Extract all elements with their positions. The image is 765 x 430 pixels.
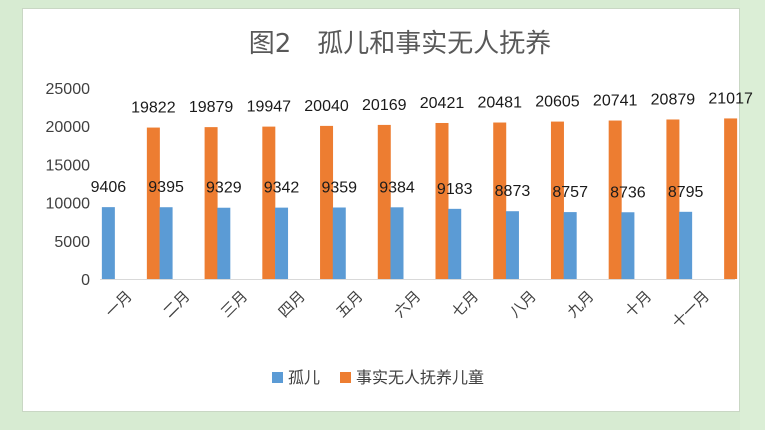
data-label: 9329 — [206, 180, 242, 197]
data-label: 20169 — [362, 97, 407, 114]
bar-orphans — [332, 207, 346, 279]
bar-orphans — [679, 211, 693, 279]
bar-orphans — [217, 207, 231, 279]
data-label: 20605 — [535, 94, 580, 111]
data-label: 19822 — [131, 100, 176, 117]
data-label: 8757 — [552, 184, 588, 201]
legend-swatch — [272, 372, 283, 383]
y-tick-label: 5000 — [54, 234, 90, 251]
bar-orphans — [448, 208, 462, 279]
bar-unattended-children — [493, 122, 507, 279]
bar-unattended-children — [435, 122, 449, 280]
data-label: 9342 — [264, 180, 300, 197]
x-tick-label: 十月 — [621, 287, 655, 321]
bar-orphans — [621, 212, 635, 279]
data-label: 20741 — [593, 93, 638, 110]
data-label: 8873 — [495, 183, 531, 200]
chart-title: 图2 孤儿和事实无人抚养 — [249, 29, 552, 59]
bar-unattended-children — [608, 120, 622, 279]
x-tick-label: 五月 — [333, 287, 367, 321]
y-tick-label: 0 — [81, 272, 90, 289]
bars-group: 9406 19822 9395 19879 9329 19947 9342 20040 9359… — [91, 90, 753, 280]
bar-unattended-children — [377, 124, 391, 279]
bar-orphans — [275, 207, 289, 279]
bar-orphans — [390, 207, 404, 279]
data-label: 19879 — [189, 99, 234, 116]
x-tick-label: 一月 — [102, 287, 136, 321]
x-axis: 一月 二月 三月 四月 五月 六月 七月 八月 九月 十月 十一月 — [102, 287, 713, 332]
y-tick-label: 10000 — [46, 196, 91, 213]
bar-orphans — [505, 211, 519, 279]
bar-unattended-children — [204, 127, 218, 279]
data-label: 19947 — [247, 99, 292, 116]
data-label: 21017 — [708, 90, 753, 107]
x-tick-label: 八月 — [506, 287, 540, 321]
data-label: 20421 — [420, 95, 465, 112]
bar-orphans — [563, 212, 577, 279]
bar-orphans — [101, 207, 115, 279]
data-label: 9384 — [379, 179, 415, 196]
x-tick-label: 十一月 — [668, 287, 713, 332]
x-tick-label: 二月 — [159, 287, 193, 321]
legend-swatch — [340, 372, 351, 383]
data-label: 9359 — [321, 179, 357, 196]
x-tick-label: 七月 — [448, 287, 482, 321]
background-strip — [740, 0, 765, 430]
bar-orphans — [159, 207, 173, 279]
bar-unattended-children — [666, 119, 680, 280]
x-tick-label: 四月 — [275, 287, 309, 321]
x-tick-label: 三月 — [217, 287, 251, 321]
data-label: 9406 — [91, 179, 127, 196]
data-label: 8736 — [610, 184, 646, 201]
bar-unattended-children — [724, 118, 738, 280]
legend-label: 孤儿 — [288, 368, 320, 387]
y-tick-label: 15000 — [46, 157, 91, 174]
x-tick-label: 九月 — [564, 287, 598, 321]
y-tick-label: 20000 — [46, 119, 91, 136]
y-axis: 0 5000 10000 15000 20000 25000 — [46, 81, 735, 289]
data-label: 20879 — [651, 91, 696, 108]
data-label: 9183 — [437, 181, 473, 198]
data-label: 9395 — [148, 179, 184, 196]
bar-unattended-children — [320, 125, 334, 279]
y-tick-label: 25000 — [46, 81, 91, 98]
bar-unattended-children — [146, 127, 160, 279]
bar-unattended-children — [550, 121, 564, 280]
data-label: 20040 — [304, 98, 349, 115]
bar-unattended-children — [262, 126, 276, 279]
legend-label: 事实无人抚养儿童 — [356, 368, 484, 387]
data-label: 20481 — [477, 95, 522, 112]
legend: 孤儿 事实无人抚养儿童 — [272, 368, 484, 387]
x-tick-label: 六月 — [390, 287, 424, 321]
data-label: 8795 — [668, 184, 704, 201]
